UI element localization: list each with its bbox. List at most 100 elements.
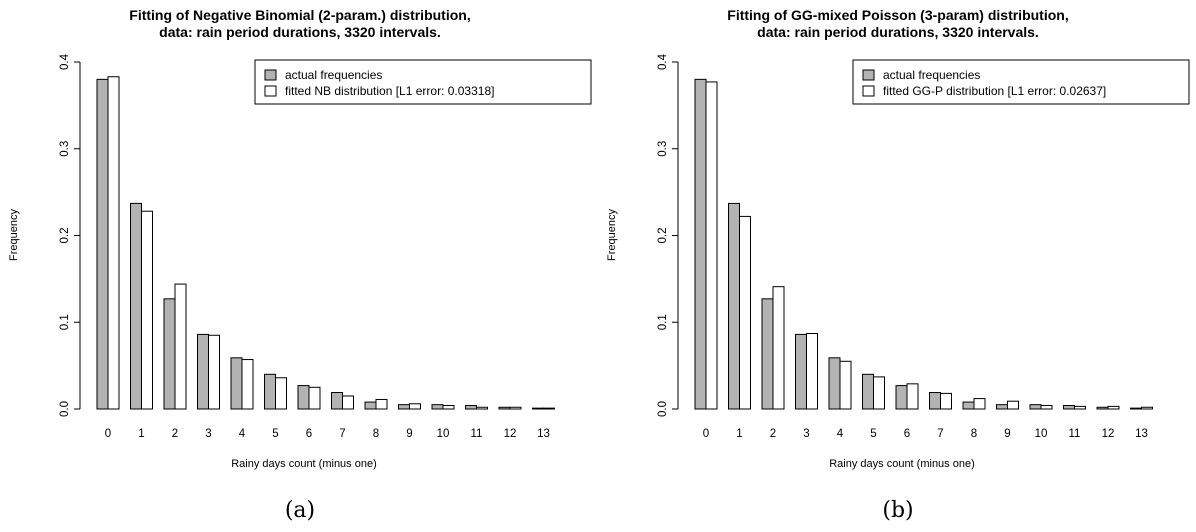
y-axis-label: Frequency xyxy=(8,209,20,261)
x-tick-label: 10 xyxy=(437,428,450,440)
bar-fitted xyxy=(476,406,488,410)
x-tick-label: 8 xyxy=(373,428,379,440)
bar-fitted xyxy=(973,398,986,410)
bar-actual xyxy=(862,373,874,410)
bar-fitted xyxy=(442,405,455,410)
x-tick-label: 13 xyxy=(537,428,550,440)
bar-actual xyxy=(1130,407,1142,410)
x-tick-label: 1 xyxy=(138,428,144,440)
bar-actual xyxy=(929,392,941,410)
bar-fitted xyxy=(739,215,751,410)
bar-fitted xyxy=(1074,405,1086,410)
legend-box xyxy=(254,59,592,105)
x-tick-label: 6 xyxy=(306,428,312,440)
chart-title: Fitting of Negative Binomial (2-param.) … xyxy=(129,7,470,23)
bar-actual xyxy=(331,392,343,410)
x-tick-label: 6 xyxy=(904,428,910,440)
bar-fitted xyxy=(940,392,952,410)
chart-subtitle: data: rain period durations, 3320 interv… xyxy=(159,24,441,40)
legend-label-actual: actual frequencies xyxy=(285,68,382,82)
bar-fitted xyxy=(241,359,254,410)
bar-actual xyxy=(761,298,774,410)
x-tick-label: 12 xyxy=(1102,428,1115,440)
bar-fitted xyxy=(772,286,785,410)
bar-fitted xyxy=(509,406,522,410)
x-axis-label: Rainy days count (minus one) xyxy=(231,458,377,470)
bar-fitted xyxy=(1107,405,1120,410)
y-axis-label: Frequency xyxy=(606,209,618,261)
figure-caption: (a) xyxy=(285,498,315,523)
x-tick-label: 7 xyxy=(339,428,345,440)
x-tick-label: 11 xyxy=(1069,428,1081,440)
bar-fitted xyxy=(107,76,120,410)
legend-box xyxy=(852,59,1190,105)
bar-fitted xyxy=(705,81,718,410)
bar-fitted xyxy=(543,407,555,410)
bar-actual xyxy=(197,333,209,410)
x-tick-label: 10 xyxy=(1035,428,1048,440)
bar-actual xyxy=(398,404,410,410)
bar-actual xyxy=(130,202,142,410)
bar-fitted xyxy=(1141,406,1153,410)
bar-fitted xyxy=(873,376,885,410)
chart-subtitle: data: rain period durations, 3320 interv… xyxy=(757,24,1039,40)
x-tick-label: 1 xyxy=(736,428,742,440)
bar-actual xyxy=(728,202,740,410)
bar-actual xyxy=(264,373,276,410)
legend-swatch-fitted xyxy=(862,85,875,97)
y-tick-label: 0.0 xyxy=(657,401,669,417)
chart-a-svg: Fitting of Negative Binomial (2-param.) … xyxy=(8,7,592,523)
x-axis-label: Rainy days count (minus one) xyxy=(829,458,975,470)
y-tick-label: 0.0 xyxy=(59,401,71,417)
bar-actual xyxy=(1063,405,1075,410)
x-tick-label: 9 xyxy=(1004,428,1010,440)
x-tick-label: 2 xyxy=(770,428,776,440)
bar-actual xyxy=(895,385,908,410)
legend-swatch-fitted xyxy=(264,85,277,97)
x-tick-label: 0 xyxy=(105,428,111,440)
bar-actual xyxy=(962,401,975,410)
x-tick-label: 4 xyxy=(239,428,246,440)
y-tick-label: 0.3 xyxy=(657,141,669,157)
chart-panel-b: Fitting of GG-mixed Poisson (3-param) di… xyxy=(598,0,1196,527)
bar-actual xyxy=(532,407,544,410)
x-tick-label: 3 xyxy=(205,428,211,440)
bar-fitted xyxy=(275,377,287,410)
x-tick-label: 13 xyxy=(1135,428,1148,440)
bar-fitted xyxy=(308,386,321,410)
bar-fitted xyxy=(141,210,153,410)
bar-actual xyxy=(795,333,807,410)
bar-fitted xyxy=(409,403,421,410)
bar-actual xyxy=(828,357,841,410)
bar-fitted xyxy=(1040,405,1053,410)
bar-actual xyxy=(431,404,444,410)
legend-swatch-actual xyxy=(862,69,875,81)
x-tick-label: 11 xyxy=(471,428,483,440)
x-tick-label: 9 xyxy=(406,428,412,440)
legend-swatch-actual xyxy=(264,69,277,81)
y-tick-label: 0.2 xyxy=(657,228,669,244)
bar-actual xyxy=(996,404,1008,410)
legend-label-fitted: fitted GG-P distribution [L1 error: 0.02… xyxy=(883,84,1106,98)
bar-actual xyxy=(465,405,477,410)
bar-actual xyxy=(1029,404,1042,410)
chart-b-svg: Fitting of GG-mixed Poisson (3-param) di… xyxy=(606,7,1190,523)
x-tick-label: 8 xyxy=(971,428,977,440)
x-tick-label: 7 xyxy=(937,428,943,440)
legend-label-actual: actual frequencies xyxy=(883,68,980,82)
y-tick-label: 0.2 xyxy=(59,228,71,244)
bar-actual xyxy=(230,357,243,410)
bar-fitted xyxy=(1007,400,1019,410)
bar-actual xyxy=(96,78,109,410)
bar-fitted xyxy=(174,283,187,410)
y-tick-label: 0.1 xyxy=(59,314,71,330)
bar-actual xyxy=(498,406,511,410)
x-tick-label: 2 xyxy=(172,428,178,440)
bar-fitted xyxy=(375,398,388,410)
bar-fitted xyxy=(208,334,220,410)
legend-label-fitted: fitted NB distribution [L1 error: 0.0331… xyxy=(285,84,494,98)
x-tick-label: 4 xyxy=(837,428,844,440)
y-tick-label: 0.1 xyxy=(657,314,669,330)
x-tick-label: 5 xyxy=(870,428,876,440)
figure-caption: (b) xyxy=(882,498,913,523)
